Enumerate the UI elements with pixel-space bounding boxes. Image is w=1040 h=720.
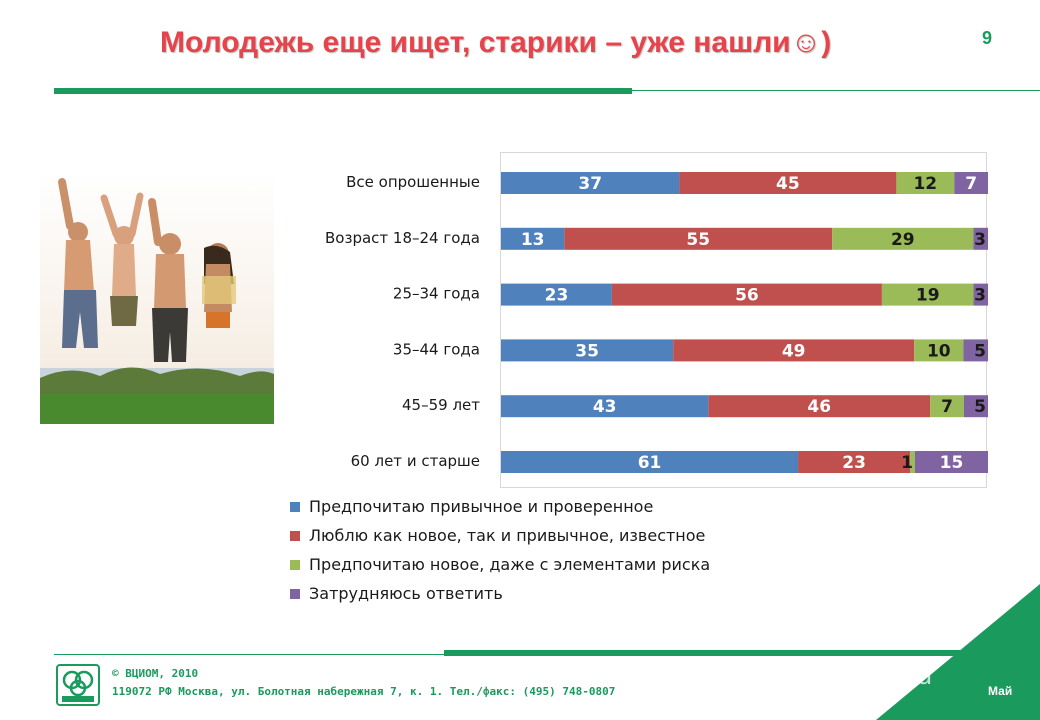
bar-segment bbox=[973, 283, 988, 306]
bar-segment bbox=[673, 339, 915, 362]
stacked-bar-chart: 37 45 12 7 13 55 29 3 23 56 19 3 35 49 10 5 43 46 7 5 61 23 1 1… bbox=[501, 172, 988, 473]
person-figure bbox=[148, 198, 188, 362]
legend-swatch bbox=[290, 559, 300, 570]
bar-segment bbox=[930, 395, 964, 418]
bar-segment bbox=[564, 227, 833, 250]
bar-value-label: 15 bbox=[940, 453, 964, 473]
bar-segment bbox=[501, 283, 612, 306]
category-label: Возраст 18–24 года bbox=[325, 229, 480, 247]
bar-segment bbox=[798, 451, 911, 473]
legend-label: Люблю как новое, так и привычное, извест… bbox=[309, 526, 706, 545]
bar-value-label: 56 bbox=[735, 286, 759, 306]
person-figure bbox=[100, 192, 144, 326]
chart-frame: 37 45 12 7 13 55 29 3 23 56 19 3 35 49 10 5 43 46 7 5 61 23 1 1… bbox=[500, 152, 988, 488]
bar-segment bbox=[832, 227, 974, 250]
bar-value-label: 12 bbox=[913, 174, 937, 194]
bar-segment bbox=[881, 283, 974, 306]
legend-item: Предпочитаю новое, даже с элементами рис… bbox=[290, 550, 710, 579]
bar-value-label: 7 bbox=[941, 397, 953, 417]
bar-value-label: 19 bbox=[916, 286, 940, 306]
bar-segment bbox=[910, 451, 915, 473]
footer-rule-thin bbox=[54, 654, 444, 655]
bar-value-label: 13 bbox=[521, 230, 545, 250]
bar-value-label: 43 bbox=[593, 397, 617, 417]
legend-item: Затрудняюсь ответить bbox=[290, 579, 710, 608]
bar-segment bbox=[896, 172, 955, 194]
category-label: 25–34 года bbox=[393, 285, 480, 303]
footer-address: 119072 РФ Москва, ул. Болотная набережна… bbox=[112, 685, 616, 698]
legend-swatch bbox=[290, 501, 300, 512]
bar-value-label: 45 bbox=[776, 174, 800, 194]
header-rule-thin bbox=[632, 90, 1040, 91]
legend-label: Затрудняюсь ответить bbox=[309, 584, 503, 603]
footer-copyright: © ВЦИОМ, 2010 bbox=[112, 667, 199, 680]
legend-label: Предпочитаю новое, даже с элементами рис… bbox=[309, 555, 711, 574]
bar-segment bbox=[501, 339, 674, 362]
category-label: 45–59 лет bbox=[402, 396, 480, 414]
vciom-logo bbox=[56, 664, 100, 706]
category-label: Все опрошенные bbox=[346, 173, 480, 191]
bar-segment bbox=[501, 172, 680, 194]
legend-swatch bbox=[290, 588, 300, 599]
bar-segment bbox=[963, 339, 988, 362]
bar-value-label: 23 bbox=[545, 286, 569, 306]
bar-value-label: 37 bbox=[578, 174, 602, 194]
bar-segment bbox=[954, 172, 988, 194]
legend-item: Предпочитаю привычное и проверенное bbox=[290, 492, 710, 521]
bar-value-label: 29 bbox=[891, 230, 915, 250]
page-title: Молодежь еще ищет, старики – уже нашли☺) bbox=[160, 26, 832, 59]
bar-segment bbox=[501, 227, 565, 250]
bar-value-label: 23 bbox=[842, 453, 866, 473]
legend-label: Предпочитаю привычное и проверенное bbox=[309, 497, 654, 516]
legend-swatch bbox=[290, 530, 300, 541]
bar-segment bbox=[679, 172, 897, 194]
bar-segment bbox=[501, 395, 709, 418]
bar-value-label: 61 bbox=[638, 453, 662, 473]
bar-value-label: 3 bbox=[974, 230, 986, 250]
bar-segment bbox=[963, 395, 988, 418]
bar-value-label: 35 bbox=[575, 341, 599, 361]
chart-legend: Предпочитаю привычное и проверенное Любл… bbox=[290, 492, 710, 608]
category-labels: Все опрошенные Возраст 18–24 года 25–34 го… bbox=[325, 173, 480, 470]
bar-segment bbox=[914, 339, 964, 362]
bar-segment bbox=[914, 451, 988, 473]
header-rule-thick bbox=[54, 88, 632, 94]
bar-value-label: 10 bbox=[927, 341, 951, 361]
bar-value-label: 3 bbox=[974, 286, 986, 306]
bar-value-label: 1 bbox=[901, 453, 913, 473]
bar-value-label: 49 bbox=[782, 341, 806, 361]
footer-rule-thick bbox=[444, 650, 1040, 656]
watermark: Shared bbox=[848, 660, 932, 690]
bar-value-label: 5 bbox=[974, 397, 986, 417]
bar-segment bbox=[501, 451, 799, 473]
page-number: 9 bbox=[982, 28, 993, 48]
bar-value-label: 7 bbox=[965, 174, 977, 194]
legend-item: Люблю как новое, так и привычное, извест… bbox=[290, 521, 710, 550]
bar-segment bbox=[611, 283, 882, 306]
people-photo bbox=[40, 172, 274, 424]
bar-segment bbox=[973, 227, 988, 250]
bar-value-label: 55 bbox=[686, 230, 710, 250]
person-figure bbox=[58, 178, 98, 348]
category-label: 35–44 года bbox=[393, 340, 480, 358]
bar-value-label: 46 bbox=[807, 397, 831, 417]
bar-value-label: 5 bbox=[974, 341, 986, 361]
person-figure bbox=[202, 243, 236, 328]
category-label: 60 лет и старше bbox=[351, 452, 480, 470]
bar-segment bbox=[708, 395, 931, 418]
footer-month: Май bbox=[988, 684, 1013, 698]
